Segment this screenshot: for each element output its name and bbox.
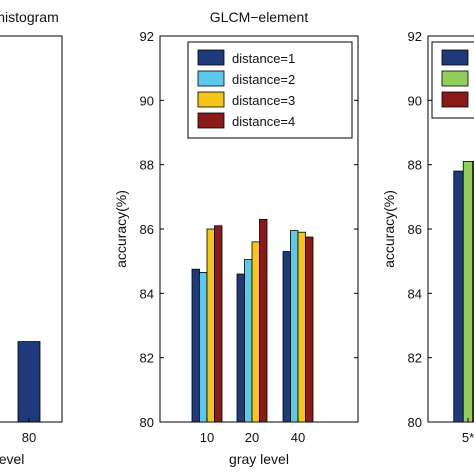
chart-title: histogram: [0, 9, 59, 25]
bar: [251, 241, 260, 423]
chart-panel-3: 80 82 84 86 88 90 92 5* accuracy(%): [381, 29, 474, 445]
bar: [244, 259, 253, 423]
bar: [297, 231, 306, 423]
bar: [191, 268, 200, 423]
bar: [17, 341, 41, 423]
bar: [290, 230, 299, 423]
bar: [214, 225, 223, 423]
y-tick-label: 80: [140, 415, 154, 430]
legend-label: distance=3: [232, 93, 295, 108]
x-tick-label: 5*: [462, 430, 474, 445]
y-tick-label: 82: [140, 351, 154, 366]
y-tick-label: 84: [408, 286, 422, 301]
legend-label: distance=1: [232, 51, 295, 66]
legend: distance=1 distance=2 distance=3 distance=4: [187, 41, 353, 139]
y-axis-label: accuracy(%): [381, 190, 397, 268]
y-tick-label: 90: [140, 93, 154, 108]
y-tick-label: 82: [408, 351, 422, 366]
x-tick-label: 10: [200, 430, 214, 445]
y-tick-label: 92: [140, 29, 154, 44]
axes-box: [0, 35, 63, 423]
legend-swatch: [441, 91, 469, 108]
chart-panel-2: 80 82 84 86 88 90 92 10 20 40 GLCM−element gray lev…: [113, 9, 359, 467]
chart-title: GLCM−element: [210, 9, 309, 25]
y-tick-label: 80: [408, 415, 422, 430]
legend: [431, 41, 474, 119]
bar: [305, 236, 314, 423]
legend-swatch: [441, 70, 469, 87]
y-tick-label: 90: [408, 93, 422, 108]
bar: [206, 228, 215, 423]
legend-swatch: [197, 49, 225, 66]
bar: [462, 161, 474, 423]
legend-label: distance=4: [232, 114, 295, 129]
bar: [199, 272, 208, 423]
legend-swatch: [441, 49, 469, 66]
y-tick-label: 88: [140, 158, 154, 173]
y-tick-label: 84: [140, 286, 154, 301]
legend-swatch: [197, 91, 225, 108]
y-tick-label: 86: [140, 222, 154, 237]
bar: [282, 251, 291, 423]
y-tick-label: 92: [408, 29, 422, 44]
y-tick-label: 88: [408, 158, 422, 173]
y-tick-label: 86: [408, 222, 422, 237]
x-tick-label: 40: [291, 430, 305, 445]
x-axis-label: gray level: [229, 451, 289, 467]
y-axis-label: accuracy(%): [113, 190, 129, 268]
bar: [259, 218, 268, 423]
x-axis-label: level: [0, 451, 24, 467]
bar: [472, 161, 474, 423]
legend-label: distance=2: [232, 72, 295, 87]
x-tick-label: 80: [22, 430, 36, 445]
chart-panel-1: 080histogramlevel: [0, 9, 63, 467]
x-tick-label: 20: [245, 430, 259, 445]
bar: [453, 170, 464, 423]
legend-swatch: [197, 112, 225, 129]
bar: [236, 273, 245, 423]
legend-swatch: [197, 70, 225, 87]
